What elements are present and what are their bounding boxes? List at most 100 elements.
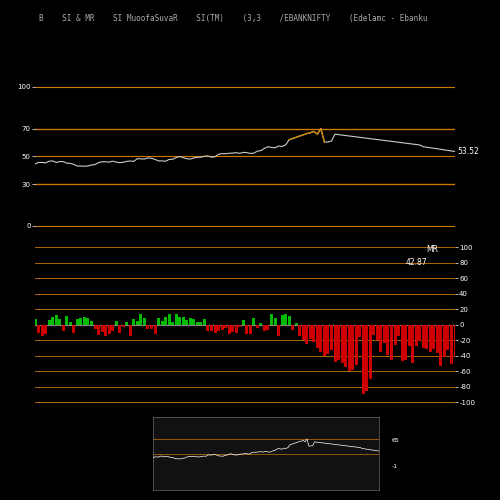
Bar bbox=[274, 318, 276, 325]
Text: B    SI & MR    SI MuoofaSuvaR    SI(TM)    (3,3    /EBANKNIFTY    (Edelamc - Eb: B SI & MR SI MuoofaSuvaR SI(TM) (3,3 /EB… bbox=[39, 14, 428, 23]
Bar bbox=[146, 325, 150, 330]
Bar bbox=[404, 325, 407, 360]
Bar bbox=[164, 318, 167, 325]
Bar bbox=[270, 314, 273, 325]
Bar bbox=[284, 314, 287, 325]
Bar bbox=[76, 320, 79, 325]
Bar bbox=[316, 325, 319, 348]
Bar bbox=[192, 320, 196, 325]
Bar bbox=[34, 318, 36, 325]
Bar bbox=[454, 325, 456, 357]
Bar bbox=[298, 325, 301, 336]
Bar bbox=[214, 325, 216, 333]
Bar bbox=[196, 322, 199, 325]
Bar bbox=[100, 325, 103, 332]
Bar bbox=[51, 317, 54, 325]
Bar bbox=[178, 317, 181, 325]
Bar bbox=[443, 325, 446, 357]
Bar bbox=[186, 320, 188, 325]
Bar bbox=[118, 325, 121, 332]
Bar bbox=[154, 325, 156, 334]
Bar bbox=[306, 325, 308, 344]
Bar bbox=[171, 322, 174, 325]
Bar bbox=[436, 325, 439, 353]
Bar bbox=[418, 325, 421, 342]
Bar bbox=[111, 325, 114, 331]
Bar bbox=[249, 325, 252, 334]
Bar bbox=[157, 318, 160, 325]
Text: MR: MR bbox=[426, 245, 438, 254]
Bar bbox=[260, 324, 262, 325]
Bar bbox=[277, 325, 280, 336]
Bar bbox=[203, 319, 206, 325]
Bar bbox=[182, 316, 184, 325]
Bar bbox=[132, 319, 136, 325]
Bar bbox=[104, 325, 107, 336]
Bar bbox=[48, 320, 50, 325]
Bar bbox=[150, 325, 153, 329]
Bar bbox=[66, 316, 68, 325]
Bar bbox=[366, 325, 368, 390]
Bar bbox=[126, 322, 128, 325]
Bar bbox=[337, 325, 340, 360]
Text: -1: -1 bbox=[392, 464, 398, 469]
Bar bbox=[294, 323, 298, 325]
Bar bbox=[380, 325, 382, 352]
Bar bbox=[358, 325, 361, 336]
Bar bbox=[302, 325, 304, 340]
Bar bbox=[80, 318, 82, 325]
Bar bbox=[411, 325, 414, 362]
Bar bbox=[334, 325, 336, 362]
Bar bbox=[309, 325, 312, 338]
Bar bbox=[83, 318, 86, 325]
Bar bbox=[69, 322, 72, 325]
Bar bbox=[129, 325, 132, 336]
Bar bbox=[440, 325, 442, 366]
Bar bbox=[323, 325, 326, 356]
Bar bbox=[400, 325, 404, 361]
Bar bbox=[369, 325, 372, 379]
Bar bbox=[340, 325, 344, 364]
Bar bbox=[122, 325, 124, 326]
Bar bbox=[312, 325, 316, 342]
Bar bbox=[320, 325, 322, 352]
Bar bbox=[330, 325, 333, 349]
Bar bbox=[200, 322, 202, 325]
Bar bbox=[94, 325, 96, 329]
Bar bbox=[114, 321, 117, 325]
Bar bbox=[210, 325, 213, 330]
Bar bbox=[372, 325, 376, 335]
Bar bbox=[97, 325, 100, 334]
Bar bbox=[168, 314, 170, 325]
Bar bbox=[174, 314, 178, 325]
Text: 42.87: 42.87 bbox=[406, 258, 427, 268]
Bar bbox=[376, 325, 379, 340]
Bar bbox=[231, 325, 234, 332]
Bar bbox=[246, 325, 248, 334]
Bar bbox=[397, 325, 400, 336]
Bar bbox=[86, 318, 90, 325]
Bar bbox=[44, 325, 47, 334]
Bar bbox=[386, 325, 390, 356]
Bar bbox=[408, 325, 410, 346]
Bar bbox=[390, 325, 393, 360]
Bar bbox=[234, 325, 238, 333]
Bar bbox=[224, 325, 227, 328]
Bar bbox=[326, 325, 330, 354]
Bar bbox=[90, 320, 93, 325]
Bar bbox=[288, 316, 290, 325]
Bar bbox=[189, 318, 192, 325]
Bar bbox=[62, 325, 64, 331]
Bar bbox=[72, 325, 76, 333]
Text: 65: 65 bbox=[392, 438, 400, 443]
Bar bbox=[446, 325, 450, 350]
Bar bbox=[136, 322, 139, 325]
Bar bbox=[429, 325, 432, 351]
Bar bbox=[351, 325, 354, 370]
Bar bbox=[263, 325, 266, 332]
Bar bbox=[206, 325, 210, 331]
Bar bbox=[242, 320, 244, 325]
Bar bbox=[160, 321, 164, 325]
Bar bbox=[344, 325, 347, 368]
Bar bbox=[37, 325, 40, 332]
